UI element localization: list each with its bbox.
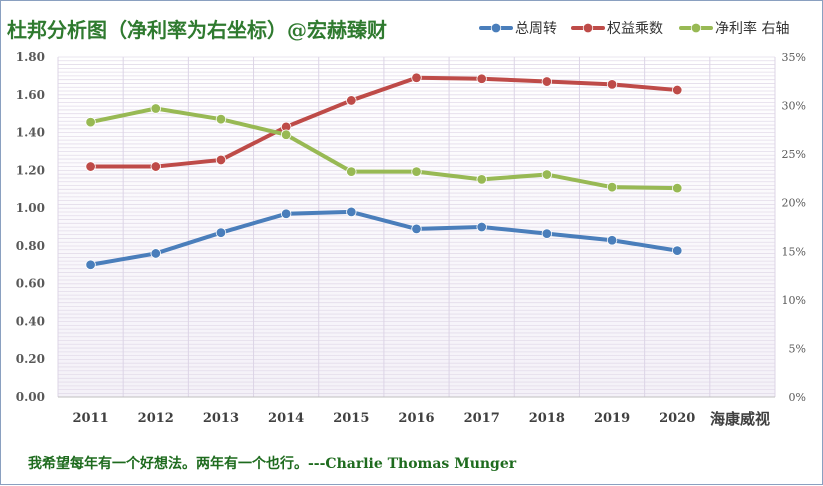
y-right-tick-label: 5% xyxy=(789,342,806,355)
data-point xyxy=(411,72,422,83)
data-point xyxy=(411,223,422,235)
data-point xyxy=(606,79,618,90)
legend-swatch-marker xyxy=(490,22,502,34)
data-point xyxy=(215,113,227,125)
y-axis-left: 0.00 0.20 0.40 0.60 0.80 1.00 1.20 1.40 1.60 1.80 xyxy=(16,50,45,404)
legend-swatch-marker xyxy=(582,22,594,34)
quote-text: 我希望每年有一个好想法。两年有一个也行。---Charlie Thomas Mu… xyxy=(28,455,517,472)
data-point xyxy=(541,169,553,180)
data-point xyxy=(606,235,618,246)
y-right-tick-label: 10% xyxy=(782,294,806,307)
y-left-tick-label: 1.40 xyxy=(16,126,45,140)
x-tick-label: 2014 xyxy=(268,411,304,426)
data-point xyxy=(215,227,227,238)
y-left-tick-label: 0.60 xyxy=(16,277,45,291)
data-point xyxy=(85,116,96,128)
data-point xyxy=(346,206,357,218)
data-point xyxy=(541,76,553,87)
legend-swatch-marker xyxy=(690,22,702,34)
legend-label: 权益乘数 xyxy=(607,21,663,37)
x-axis: 2011 2012 2013 2014 2015 2016 2017 2018 2019 2020 xyxy=(72,411,695,426)
y-left-tick-label: 0.80 xyxy=(16,239,45,253)
data-point xyxy=(150,248,161,259)
data-point xyxy=(215,154,227,166)
y-right-tick-label: 0% xyxy=(789,391,806,404)
data-point xyxy=(672,182,683,194)
y-left-tick-label: 0.20 xyxy=(16,352,45,366)
data-point xyxy=(411,166,422,177)
y-left-tick-label: 1.60 xyxy=(16,88,45,102)
legend-label: 净利率 右轴 xyxy=(715,20,789,37)
x-tick-label: 2018 xyxy=(529,411,565,426)
series-line xyxy=(88,106,680,191)
y-left-tick-label: 1.00 xyxy=(16,201,45,215)
y-right-tick-label: 20% xyxy=(782,197,806,210)
data-point xyxy=(346,95,357,106)
data-point xyxy=(150,161,161,172)
x-tick-label: 2013 xyxy=(203,411,239,426)
x-tick-label: 2020 xyxy=(659,411,695,426)
data-point xyxy=(85,161,96,172)
legend-label: 总周转 xyxy=(515,21,557,37)
data-point xyxy=(476,174,487,185)
x-tick-label: 2011 xyxy=(72,411,108,426)
series-line xyxy=(88,209,680,267)
y-right-tick-label: 30% xyxy=(782,100,806,113)
series-line xyxy=(88,75,680,169)
y-right-tick-label: 25% xyxy=(782,148,806,161)
data-point xyxy=(476,73,487,84)
x-tick-label: 2016 xyxy=(398,411,434,426)
data-point xyxy=(476,221,487,233)
x-tick-label: 2015 xyxy=(333,411,369,426)
data-point xyxy=(672,245,683,256)
data-point xyxy=(346,166,357,177)
y-left-tick-label: 0.00 xyxy=(16,390,45,404)
x-tick-label: 2017 xyxy=(464,411,500,426)
series-lines xyxy=(85,72,683,270)
y-axis-right: 0% 5% 10% 15% 20% 25% 30% 35% xyxy=(782,51,806,404)
data-point xyxy=(672,84,683,96)
y-right-tick-label: 35% xyxy=(782,51,806,64)
data-point xyxy=(150,103,161,114)
data-point xyxy=(280,208,292,219)
data-point xyxy=(606,181,618,193)
chart-title: 杜邦分析图（净利率为右坐标）@宏赫臻财 xyxy=(7,18,387,42)
x-tick-label: 2019 xyxy=(594,411,630,426)
legend: 总周转 权益乘数 净利率 右轴 xyxy=(479,20,789,37)
y-left-tick-label: 1.80 xyxy=(16,50,45,64)
y-left-tick-label: 0.40 xyxy=(16,314,45,328)
data-point xyxy=(85,259,96,270)
data-point xyxy=(280,129,292,140)
watermark-label: 海康威视 xyxy=(710,410,770,428)
y-left-tick-label: 1.20 xyxy=(16,163,45,177)
x-tick-label: 2012 xyxy=(138,411,174,426)
data-point xyxy=(541,228,553,239)
y-right-tick-label: 15% xyxy=(782,245,806,258)
